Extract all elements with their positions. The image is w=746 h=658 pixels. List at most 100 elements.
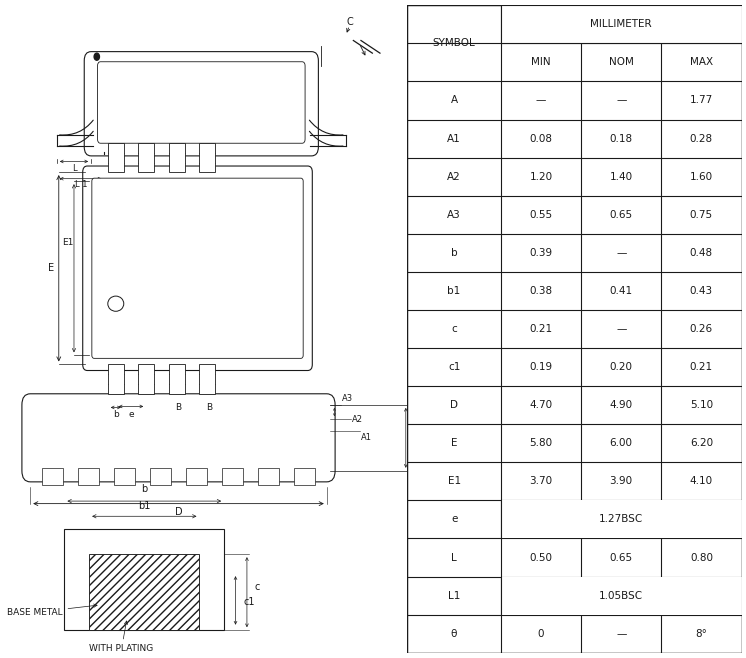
Text: D: D: [450, 400, 458, 410]
Text: 0.65: 0.65: [609, 553, 633, 563]
Text: —: —: [616, 324, 627, 334]
Text: c1: c1: [243, 597, 254, 607]
Bar: [222, 468, 243, 485]
Bar: [295, 468, 316, 485]
FancyBboxPatch shape: [84, 51, 319, 156]
Bar: [150, 468, 171, 485]
Text: —: —: [616, 95, 627, 105]
Text: 1.60: 1.60: [690, 172, 713, 182]
Text: E: E: [451, 438, 457, 448]
Text: 6.00: 6.00: [609, 438, 633, 448]
Text: 4.10: 4.10: [690, 476, 713, 486]
Bar: [169, 365, 184, 393]
Text: 5.10: 5.10: [690, 400, 713, 410]
Text: —: —: [616, 248, 627, 258]
Text: A1: A1: [448, 134, 461, 143]
Text: 4.90: 4.90: [609, 400, 633, 410]
Text: 0.65: 0.65: [609, 210, 633, 220]
Text: e: e: [128, 409, 134, 418]
Text: 0.21: 0.21: [690, 362, 713, 372]
Text: 1.27BSC: 1.27BSC: [599, 515, 643, 524]
Bar: [199, 365, 215, 393]
Text: A: A: [413, 434, 419, 442]
Bar: [501, 500, 742, 538]
Text: 1.20: 1.20: [530, 172, 553, 182]
Text: A3: A3: [342, 394, 353, 403]
Text: L1: L1: [448, 591, 460, 601]
Text: 0.43: 0.43: [690, 286, 713, 296]
Text: 0.19: 0.19: [530, 362, 553, 372]
Text: θ: θ: [451, 628, 457, 639]
Bar: [501, 5, 742, 43]
Text: D: D: [175, 507, 182, 517]
Text: NOM: NOM: [609, 57, 633, 67]
Text: 1.05BSC: 1.05BSC: [599, 591, 643, 601]
Text: 0.50: 0.50: [530, 553, 553, 563]
Text: c1: c1: [448, 362, 460, 372]
Text: A2: A2: [351, 415, 363, 424]
Bar: [78, 468, 98, 485]
Text: WITH PLATING: WITH PLATING: [90, 621, 154, 653]
Text: —: —: [536, 95, 546, 105]
Text: C: C: [346, 17, 353, 28]
Text: 0.75: 0.75: [690, 210, 713, 220]
Text: b: b: [451, 248, 457, 258]
FancyBboxPatch shape: [92, 178, 303, 359]
Text: SYMBOL: SYMBOL: [433, 38, 475, 48]
Text: A: A: [451, 95, 457, 105]
Text: E1: E1: [448, 476, 461, 486]
Text: b1: b1: [138, 501, 151, 511]
Text: 0.80: 0.80: [690, 553, 713, 563]
Circle shape: [94, 53, 99, 61]
Text: c: c: [451, 324, 457, 334]
Text: 0.28: 0.28: [690, 134, 713, 143]
Text: L: L: [72, 164, 76, 172]
Bar: [108, 143, 124, 172]
Text: E: E: [48, 263, 54, 273]
Text: 0.21: 0.21: [530, 324, 553, 334]
Bar: [186, 468, 207, 485]
Text: —: —: [616, 628, 627, 639]
Bar: [199, 143, 215, 172]
Text: 4.70: 4.70: [530, 400, 553, 410]
Text: 0.26: 0.26: [690, 324, 713, 334]
Text: 3.70: 3.70: [530, 476, 553, 486]
Text: b1: b1: [448, 286, 461, 296]
Bar: [258, 468, 279, 485]
Text: 0.48: 0.48: [690, 248, 713, 258]
Bar: [64, 529, 224, 630]
Text: MAX: MAX: [690, 57, 713, 67]
Bar: [108, 365, 124, 393]
Bar: [114, 468, 135, 485]
FancyBboxPatch shape: [22, 393, 335, 482]
Ellipse shape: [108, 296, 124, 311]
Text: E1: E1: [63, 238, 74, 247]
Text: BASE METAL: BASE METAL: [7, 604, 97, 617]
Text: b: b: [141, 484, 148, 494]
Text: MILLIMETER: MILLIMETER: [590, 19, 652, 30]
Text: L 1: L 1: [75, 180, 88, 190]
Text: 0.41: 0.41: [609, 286, 633, 296]
Text: 0.55: 0.55: [530, 210, 553, 220]
Text: 0.08: 0.08: [530, 134, 553, 143]
Bar: [501, 576, 742, 615]
Text: 8°: 8°: [695, 628, 707, 639]
Text: A3: A3: [448, 210, 461, 220]
Text: B: B: [206, 403, 212, 412]
Text: 0: 0: [538, 628, 545, 639]
FancyBboxPatch shape: [83, 166, 313, 370]
Text: 3.90: 3.90: [609, 476, 633, 486]
FancyBboxPatch shape: [98, 62, 305, 143]
Text: A1: A1: [361, 433, 372, 442]
Text: 5.80: 5.80: [530, 438, 553, 448]
Text: MIN: MIN: [531, 57, 551, 67]
Text: b: b: [113, 409, 119, 418]
Text: c: c: [254, 582, 260, 592]
Text: 1.40: 1.40: [609, 172, 633, 182]
Text: 0.18: 0.18: [609, 134, 633, 143]
Text: 0.39: 0.39: [530, 248, 553, 258]
Bar: [42, 468, 63, 485]
Text: e: e: [451, 515, 457, 524]
Bar: [138, 143, 154, 172]
Text: L: L: [451, 553, 457, 563]
